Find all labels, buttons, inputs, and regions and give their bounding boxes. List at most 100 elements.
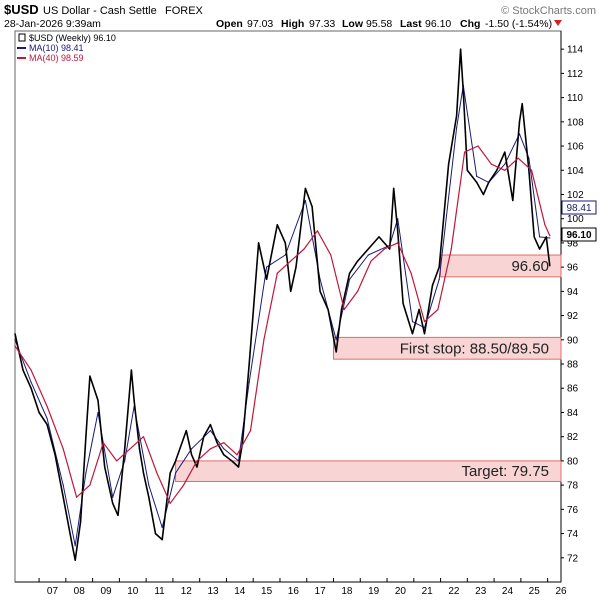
series-0-point — [231, 460, 233, 462]
band-label-layer: 96.60 First stop: 88.50/89.50 Target: 79.7… — [400, 258, 549, 480]
series-0-point — [512, 199, 514, 202]
series-2-point — [169, 502, 171, 504]
band-label-2: Target: 79.75 — [461, 463, 549, 480]
band-1 — [333, 336, 562, 360]
series-0-point — [223, 454, 225, 456]
series-0-point — [327, 308, 329, 311]
series-0-point — [148, 496, 150, 498]
series-0-point — [549, 265, 551, 267]
series-1-point — [161, 526, 163, 529]
series-1-point — [46, 417, 48, 420]
x-tick-label-3: 10 — [127, 586, 139, 597]
series-0-point — [258, 242, 260, 244]
chart-exchange: FOREX — [165, 5, 204, 17]
x-tick-label-8: 15 — [261, 586, 273, 597]
series-0-point — [191, 454, 193, 456]
series-0-point — [378, 236, 380, 238]
series-1-point — [284, 254, 286, 256]
x-tick-label-13: 20 — [395, 586, 407, 597]
series-line-0 — [14, 48, 551, 561]
series-0-point — [203, 436, 205, 438]
series-1-point — [14, 339, 16, 341]
series-2-point — [276, 272, 278, 274]
chg-value: -1.50 (-1.54%) — [485, 18, 552, 30]
last-price-tag-box — [561, 227, 597, 242]
series-1-point — [367, 254, 369, 256]
series-2-point — [14, 345, 16, 347]
series-2-point — [477, 145, 479, 147]
series-2-point — [46, 405, 48, 407]
band-label-0: 96.60 — [511, 258, 549, 275]
series-0-point — [104, 466, 106, 468]
series-2-point — [504, 169, 506, 171]
x-tick-label-2: 09 — [100, 586, 112, 597]
y-tick-label-12: 96 — [567, 263, 579, 274]
series-0-point — [248, 363, 250, 365]
last-label: Last — [400, 18, 422, 30]
series-2-point — [209, 448, 211, 450]
series-1-point — [539, 236, 541, 238]
series-0-point — [438, 266, 440, 268]
x-tick-label-19: 26 — [555, 586, 567, 597]
series-1-point — [335, 339, 337, 341]
series-0-point — [85, 436, 87, 438]
low-label: Low — [342, 18, 364, 30]
series-1-point — [148, 484, 150, 486]
y-tick-label-5: 82 — [567, 432, 579, 443]
series-0-point — [14, 333, 16, 335]
series-2-point — [316, 230, 318, 232]
series-0-point — [154, 533, 157, 535]
chart-instrument-name: US Dollar - Cash Settle — [43, 5, 157, 17]
series-2-point — [549, 235, 551, 237]
series-0-point — [418, 308, 420, 311]
x-tick-label-16: 23 — [475, 586, 487, 597]
y-tick-label-13: 98 — [567, 238, 579, 249]
chart-watermark: © StockCharts.com — [501, 5, 596, 17]
y-tick-label-18: 108 — [567, 117, 584, 128]
y-tick-label-7: 86 — [567, 384, 579, 395]
series-0-point — [488, 181, 490, 183]
series-0-point — [74, 559, 76, 561]
series-0-point — [133, 399, 135, 401]
series-2-point — [102, 442, 104, 444]
chart-symbol: $USD — [4, 2, 39, 17]
series-0-point — [482, 193, 484, 196]
series-0-point — [22, 369, 24, 371]
series-2-point — [490, 163, 492, 165]
series-0-point — [545, 236, 547, 238]
series-0-point — [448, 163, 450, 165]
series-0-point — [402, 302, 404, 305]
series-2-point — [263, 339, 265, 341]
series-0-point — [175, 460, 177, 462]
series-0-point — [528, 169, 530, 171]
series-1-point — [304, 199, 306, 202]
legend-entry-2: MA(40) 98.59 — [29, 53, 84, 63]
price-tags: 98.41 96.10 — [561, 200, 597, 242]
series-0-point — [533, 236, 535, 238]
y-tick-label-17: 106 — [567, 142, 584, 153]
series-1-point — [175, 472, 177, 474]
series-0-point — [196, 466, 198, 468]
series-0-point — [504, 151, 506, 153]
y-tick-label-9: 90 — [567, 335, 579, 346]
series-2-point — [517, 157, 519, 159]
series-0-point — [54, 454, 56, 456]
series-0-point — [266, 278, 268, 280]
series-0-point — [462, 90, 464, 93]
series-2-point — [450, 248, 452, 250]
open-value: 97.03 — [247, 18, 273, 30]
series-1-point — [209, 430, 211, 432]
series-0-point — [393, 187, 395, 189]
series-1-point — [349, 278, 351, 280]
band-2 — [175, 460, 562, 482]
series-1-point — [97, 411, 99, 414]
series-2-point — [236, 454, 238, 456]
x-tick-label-10: 17 — [315, 586, 327, 597]
series-2-point — [30, 369, 32, 371]
x-tick-label-6: 13 — [207, 586, 219, 597]
series-0-point — [124, 448, 126, 450]
x-tick-label-9: 16 — [288, 586, 300, 597]
series-0-point — [466, 169, 468, 171]
